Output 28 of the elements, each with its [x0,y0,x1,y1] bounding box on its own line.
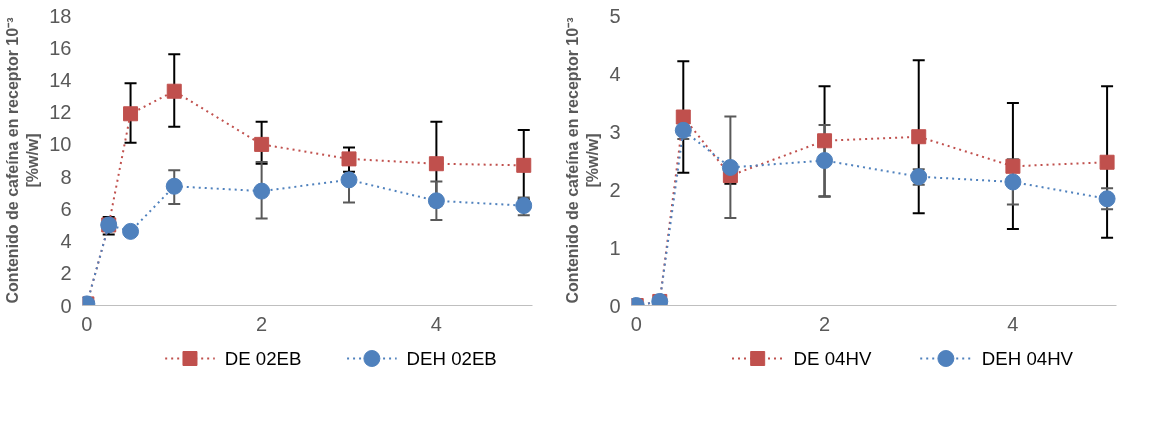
x-tick-label: 2 [819,312,831,335]
x-tick-label: 4 [1007,312,1019,335]
y-tick-label: 6 [60,197,72,220]
y-tick-label: 18 [49,4,72,27]
y-tick-label: 14 [49,68,72,91]
legend-label: DEH 04HV [981,348,1074,369]
legend-label: DE 02EB [224,348,302,369]
y-tick-label: 8 [60,165,72,188]
y-tick-label: 4 [609,62,621,85]
y-axis-title: Contenido de cafeína en receptor 10⁻³ [%w/w] [3,17,42,304]
y-tick-label: 0 [60,294,72,317]
x-tick-label: 4 [430,312,442,335]
y-tick-label: 1 [609,236,621,259]
y-tick-label: 4 [60,230,72,253]
y-tick-label: 10 [49,133,72,156]
x-tick-label: 2 [256,312,268,335]
x-tick-label: 0 [81,312,93,335]
y-tick-label: 5 [609,4,621,27]
y-axis-title: Contenido de cafeína en receptor 10⁻³ [%w/w] [563,17,602,304]
y-tick-label: 12 [49,101,72,124]
legend-label: DEH 02EB [406,348,497,369]
x-tick-label: 0 [630,312,642,335]
y-tick-label: 3 [609,120,621,143]
y-tick-label: 2 [60,262,72,285]
y-tick-label: 2 [609,178,621,201]
y-tick-label: 16 [49,36,72,59]
legend-label: DE 04HV [793,348,872,369]
y-tick-label: 0 [609,294,621,317]
